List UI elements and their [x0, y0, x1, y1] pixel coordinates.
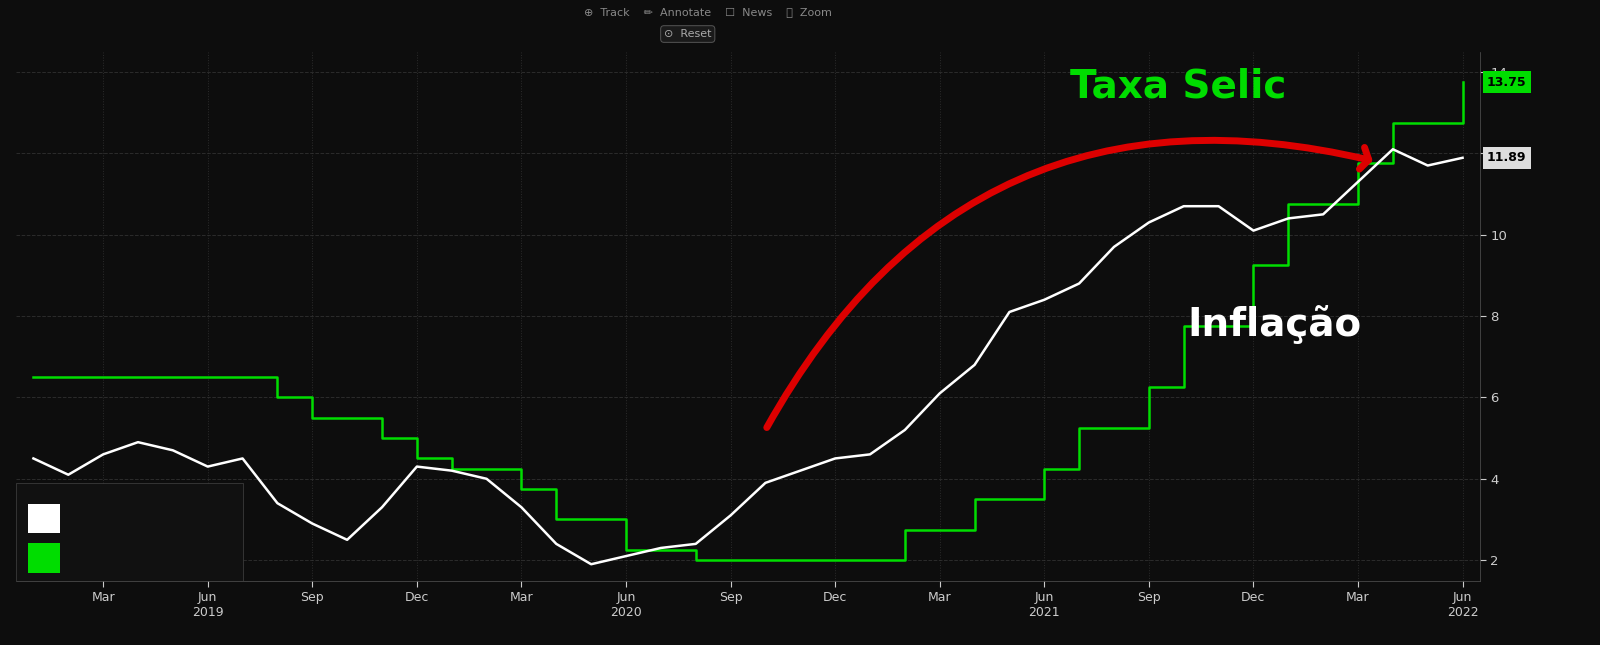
Text: ⊙  Reset: ⊙ Reset: [664, 29, 712, 39]
Text: ⊕  Track    ✏  Annotate    ☐  News    🔍  Zoom: ⊕ Track ✏ Annotate ☐ News 🔍 Zoom: [584, 8, 832, 19]
Text: BZPIIPCY Index  11.89: BZPIIPCY Index 11.89: [70, 513, 192, 523]
Bar: [27, 504, 59, 533]
Text: 13.75: 13.75: [1486, 75, 1526, 88]
Text: Taxa Selic: Taxa Selic: [1070, 68, 1286, 106]
Text: BZSTSTETA Index  13.75: BZSTSTETA Index 13.75: [70, 553, 206, 562]
Bar: [27, 544, 59, 573]
Text: Last Price: Last Price: [102, 486, 157, 497]
FancyBboxPatch shape: [16, 482, 243, 580]
Text: 11.89: 11.89: [1486, 152, 1526, 164]
Text: Inflação: Inflação: [1187, 306, 1362, 344]
